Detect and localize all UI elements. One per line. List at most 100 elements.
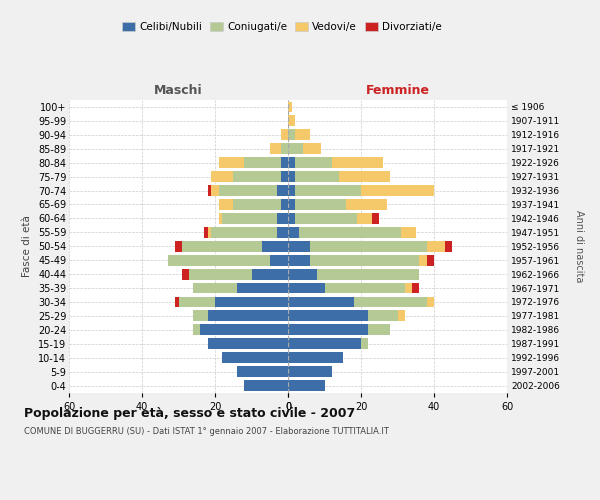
Bar (332, 157, 383, 168)
Bar (288, 310, 368, 322)
Bar (288, 254, 310, 266)
Bar (339, 171, 390, 182)
Bar (372, 213, 379, 224)
Bar (208, 310, 288, 322)
Bar (182, 241, 262, 252)
Bar (354, 296, 427, 308)
Bar (288, 144, 302, 154)
Bar (401, 227, 416, 238)
Bar (310, 254, 419, 266)
Bar (368, 310, 398, 322)
Bar (288, 130, 295, 140)
Bar (288, 352, 343, 363)
Bar (167, 254, 270, 266)
Bar (412, 282, 419, 294)
Bar (427, 296, 434, 308)
Bar (244, 157, 281, 168)
Bar (218, 213, 223, 224)
Bar (295, 199, 346, 210)
Bar (281, 171, 288, 182)
Bar (310, 241, 427, 252)
Bar (211, 227, 277, 238)
Bar (233, 199, 281, 210)
Bar (223, 213, 277, 224)
Bar (233, 171, 281, 182)
Bar (211, 171, 233, 182)
Bar (405, 282, 412, 294)
Bar (346, 199, 386, 210)
Bar (204, 227, 208, 238)
Bar (295, 171, 339, 182)
Bar (218, 199, 233, 210)
Bar (288, 102, 292, 112)
Bar (325, 282, 405, 294)
Title: Femmine: Femmine (365, 84, 430, 98)
Bar (179, 296, 215, 308)
Bar (251, 268, 288, 280)
Bar (288, 296, 354, 308)
Bar (200, 324, 288, 336)
Bar (208, 338, 288, 349)
Bar (288, 241, 310, 252)
Bar (190, 268, 251, 280)
Bar (358, 213, 372, 224)
Bar (361, 338, 368, 349)
Bar (215, 296, 288, 308)
Bar (270, 144, 281, 154)
Bar (288, 185, 295, 196)
Bar (281, 157, 288, 168)
Bar (295, 130, 310, 140)
Y-axis label: Anni di nascita: Anni di nascita (574, 210, 584, 282)
Bar (182, 268, 190, 280)
Bar (295, 185, 361, 196)
Y-axis label: Fasce di età: Fasce di età (22, 216, 32, 277)
Bar (281, 144, 288, 154)
Bar (295, 213, 358, 224)
Bar (288, 171, 295, 182)
Bar (288, 366, 332, 377)
Bar (368, 324, 390, 336)
Bar (419, 254, 427, 266)
Bar (295, 157, 332, 168)
Bar (299, 227, 401, 238)
Bar (175, 241, 182, 252)
Bar (288, 268, 317, 280)
Bar (193, 324, 200, 336)
Text: COMUNE DI BUGGERRU (SU) - Dati ISTAT 1° gennaio 2007 - Elaborazione TUTTITALIA.I: COMUNE DI BUGGERRU (SU) - Dati ISTAT 1° … (24, 428, 389, 436)
Title: Maschi: Maschi (154, 84, 203, 98)
Bar (317, 268, 419, 280)
Bar (211, 185, 218, 196)
Bar (175, 296, 179, 308)
Bar (237, 282, 288, 294)
Bar (208, 185, 211, 196)
Bar (270, 254, 288, 266)
Bar (237, 366, 288, 377)
Bar (277, 185, 288, 196)
Bar (193, 282, 237, 294)
Bar (244, 380, 288, 391)
Bar (427, 254, 434, 266)
Bar (281, 130, 288, 140)
Bar (208, 227, 211, 238)
Bar (288, 199, 295, 210)
Bar (427, 241, 445, 252)
Bar (223, 352, 288, 363)
Bar (302, 144, 321, 154)
Bar (218, 157, 244, 168)
Bar (288, 227, 299, 238)
Bar (277, 213, 288, 224)
Bar (288, 338, 361, 349)
Bar (398, 310, 405, 322)
Bar (277, 227, 288, 238)
Bar (288, 213, 295, 224)
Bar (445, 241, 452, 252)
Bar (288, 116, 295, 126)
Bar (281, 199, 288, 210)
Text: Popolazione per età, sesso e stato civile - 2007: Popolazione per età, sesso e stato civil… (24, 408, 355, 420)
Legend: Celibi/Nubili, Coniugati/e, Vedovi/e, Divorziati/e: Celibi/Nubili, Coniugati/e, Vedovi/e, Di… (118, 18, 446, 36)
Bar (288, 282, 325, 294)
Bar (288, 380, 325, 391)
Bar (361, 185, 434, 196)
Bar (218, 185, 277, 196)
Bar (193, 310, 208, 322)
